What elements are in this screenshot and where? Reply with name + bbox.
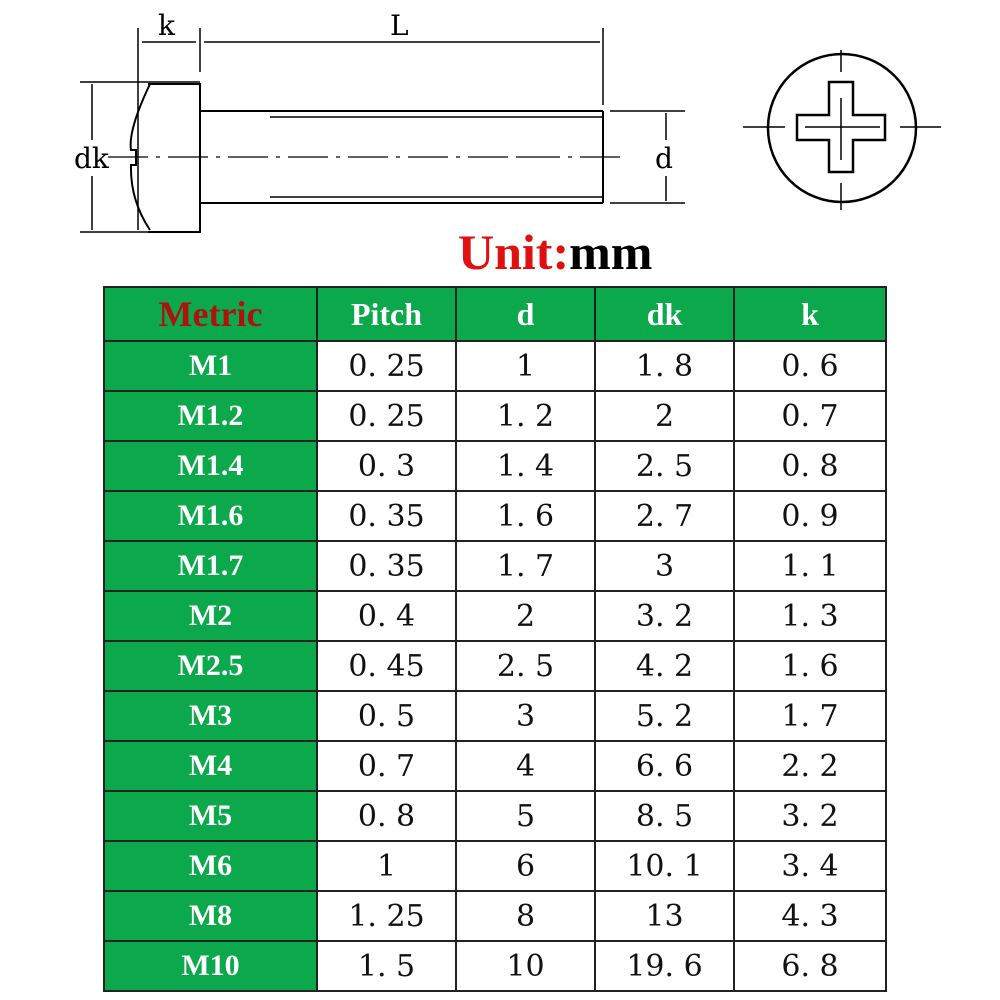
- cell-pitch: 1. 5: [316, 940, 457, 992]
- cell-dk: 1. 8: [594, 340, 735, 392]
- cell-dk: 2. 5: [594, 440, 735, 492]
- table-row: M2 0. 4 2 3. 2 1. 3: [103, 590, 887, 642]
- screw-side-view: [80, 28, 685, 233]
- cell-dk: 3: [594, 540, 735, 592]
- cell-d: 10: [455, 940, 596, 992]
- screw-technical-drawing: k L dk d: [74, 9, 941, 233]
- cell-k: 6. 8: [733, 940, 887, 992]
- table-row: M5 0. 8 5 8. 5 3. 2: [103, 790, 887, 842]
- cell-size: M1.6: [103, 490, 318, 542]
- cell-dk: 2: [594, 390, 735, 442]
- table-row: M1.2 0. 25 1. 2 2 0. 7: [103, 390, 887, 442]
- cell-d: 2. 5: [455, 640, 596, 692]
- table-row: M6 1 6 10. 1 3. 4: [103, 840, 887, 892]
- cell-size: M2.5: [103, 640, 318, 692]
- cell-d: 1. 6: [455, 490, 596, 542]
- header-pitch: Pitch: [316, 286, 457, 342]
- cell-d: 1. 7: [455, 540, 596, 592]
- cell-k: 1. 3: [733, 590, 887, 642]
- cell-dk: 19. 6: [594, 940, 735, 992]
- cell-k: 0. 6: [733, 340, 887, 392]
- dim-label-dk: dk: [74, 142, 110, 175]
- cell-size: M1.4: [103, 440, 318, 492]
- cell-pitch: 0. 4: [316, 590, 457, 642]
- cell-size: M8: [103, 890, 318, 942]
- cell-dk: 10. 1: [594, 840, 735, 892]
- cell-k: 0. 9: [733, 490, 887, 542]
- cell-d: 2: [455, 590, 596, 642]
- cell-size: M5: [103, 790, 318, 842]
- table-row: M3 0. 5 3 5. 2 1. 7: [103, 690, 887, 742]
- cell-k: 0. 8: [733, 440, 887, 492]
- cell-pitch: 0. 5: [316, 690, 457, 742]
- cell-pitch: 0. 7: [316, 740, 457, 792]
- header-dk: dk: [594, 286, 735, 342]
- cell-dk: 3. 2: [594, 590, 735, 642]
- cell-dk: 5. 2: [594, 690, 735, 742]
- cell-d: 3: [455, 690, 596, 742]
- cell-pitch: 0. 35: [316, 490, 457, 542]
- cell-d: 1. 4: [455, 440, 596, 492]
- cell-dk: 4. 2: [594, 640, 735, 692]
- cell-d: 4: [455, 740, 596, 792]
- cell-k: 3. 2: [733, 790, 887, 842]
- table-header-row: Metric Pitch d dk k: [103, 286, 887, 342]
- cell-k: 3. 4: [733, 840, 887, 892]
- cell-pitch: 1: [316, 840, 457, 892]
- cell-d: 1. 2: [455, 390, 596, 442]
- screw-dimensions-table: Metric Pitch d dk k M1 0. 25 1 1. 8 0. 6 M1.2…: [103, 286, 887, 992]
- unit-label: Unit:mm: [458, 222, 652, 282]
- unit-title: Unit:: [458, 224, 570, 280]
- cell-dk: 8. 5: [594, 790, 735, 842]
- cell-pitch: 0. 3: [316, 440, 457, 492]
- cell-size: M4: [103, 740, 318, 792]
- cell-k: 0. 7: [733, 390, 887, 442]
- cell-dk: 2. 7: [594, 490, 735, 542]
- cell-k: 1. 1: [733, 540, 887, 592]
- dim-label-d: d: [655, 142, 673, 175]
- cell-pitch: 0. 8: [316, 790, 457, 842]
- dim-label-L: L: [390, 9, 409, 42]
- cell-size: M6: [103, 840, 318, 892]
- cell-k: 4. 3: [733, 890, 887, 942]
- unit-value: mm: [569, 224, 653, 280]
- cell-dk: 6. 6: [594, 740, 735, 792]
- cell-size: M1: [103, 340, 318, 392]
- header-d: d: [455, 286, 596, 342]
- table-row: M2.5 0. 45 2. 5 4. 2 1. 6: [103, 640, 887, 692]
- cell-pitch: 1. 25: [316, 890, 457, 942]
- table-row: M1.4 0. 3 1. 4 2. 5 0. 8: [103, 440, 887, 492]
- phillips-head-top-view-icon: [743, 50, 941, 210]
- header-metric: Metric: [103, 286, 318, 342]
- cell-k: 1. 7: [733, 690, 887, 742]
- cell-size: M3: [103, 690, 318, 742]
- cell-pitch: 0. 45: [316, 640, 457, 692]
- cell-size: M1.7: [103, 540, 318, 592]
- cell-pitch: 0. 25: [316, 340, 457, 392]
- dim-label-k: k: [158, 9, 176, 42]
- table-row: M10 1. 5 10 19. 6 6. 8: [103, 940, 887, 992]
- cell-pitch: 0. 35: [316, 540, 457, 592]
- header-k: k: [733, 286, 887, 342]
- table-row: M4 0. 7 4 6. 6 2. 2: [103, 740, 887, 792]
- cell-pitch: 0. 25: [316, 390, 457, 442]
- cell-k: 1. 6: [733, 640, 887, 692]
- cell-dk: 13: [594, 890, 735, 942]
- table-row: M1.7 0. 35 1. 7 3 1. 1: [103, 540, 887, 592]
- cell-k: 2. 2: [733, 740, 887, 792]
- table-row: M1.6 0. 35 1. 6 2. 7 0. 9: [103, 490, 887, 542]
- cell-d: 1: [455, 340, 596, 392]
- cell-size: M1.2: [103, 390, 318, 442]
- cell-d: 5: [455, 790, 596, 842]
- cell-d: 8: [455, 890, 596, 942]
- cell-size: M2: [103, 590, 318, 642]
- cell-d: 6: [455, 840, 596, 892]
- table-row: M8 1. 25 8 13 4. 3: [103, 890, 887, 942]
- table-row: M1 0. 25 1 1. 8 0. 6: [103, 340, 887, 392]
- cell-size: M10: [103, 940, 318, 992]
